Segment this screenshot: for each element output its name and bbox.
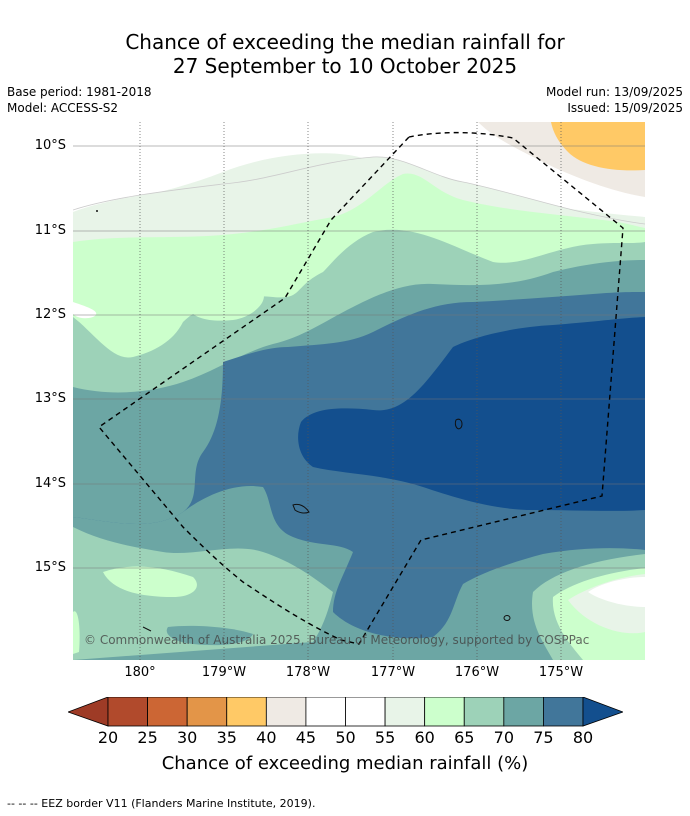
latitude-gridlines	[73, 145, 645, 569]
colorbar-tick-label: 40	[256, 728, 277, 747]
lat-label: 11°S	[34, 223, 66, 238]
base-period-text: Base period: 1981-2018	[7, 85, 152, 99]
colorbar-bin	[265, 697, 307, 727]
region-80-plus	[298, 317, 645, 511]
colorbar-tick-label: 45	[295, 728, 317, 747]
colorbar-tick-label: 20	[97, 728, 119, 747]
colorbar-bin	[424, 697, 465, 727]
island-dot	[96, 210, 98, 212]
colorbar-label: Chance of exceeding median rainfall (%)	[161, 753, 529, 774]
region-60-65-patch	[188, 286, 264, 321]
meta-left: Base period: 1981-2018 Model: ACCESS-S2	[7, 84, 152, 116]
map-title: Chance of exceeding the median rainfall …	[0, 30, 690, 78]
region-70-75-southwest-patch	[166, 625, 253, 646]
colorbar-bin	[384, 697, 426, 727]
colorbar-bin	[305, 697, 346, 727]
contour-line	[73, 156, 645, 225]
colorbar-bin	[543, 697, 584, 727]
lon-label: 178°W	[285, 665, 331, 680]
colorbar-tick-label: 35	[216, 728, 237, 747]
region-45-55-southeast	[588, 577, 645, 607]
colorbar-tick-label: 60	[414, 728, 435, 747]
colorbar-bin	[186, 697, 228, 727]
meta-right: Model run: 13/09/2025 Issued: 15/09/2025	[546, 84, 683, 116]
colorbar-tick-label: 80	[572, 728, 594, 747]
title-line-1: Chance of exceeding the median rainfall …	[125, 30, 565, 54]
region-60-65-southwest	[103, 566, 197, 597]
island-wallis	[454, 418, 463, 430]
colorbar-tick-label: 55	[374, 728, 396, 747]
colorbar-tick-label: 75	[533, 728, 554, 747]
lon-label: 176°W	[454, 665, 500, 680]
colorbar-bin	[503, 697, 544, 727]
lat-label: 13°S	[34, 391, 66, 406]
eez-legend-footer: -- -- -- EEZ border V11 (Flanders Marine…	[7, 797, 316, 810]
title-line-2: 27 September to 10 October 2025	[172, 54, 518, 78]
copyright-text: © Commonwealth of Australia 2025, Bureau…	[84, 633, 590, 647]
colorbar-high-extend	[582, 697, 623, 727]
island-small	[142, 626, 152, 632]
colorbar-tick-label: 50	[335, 728, 356, 747]
colorbar-tick-label: 25	[137, 728, 158, 747]
rainfall-map	[73, 122, 645, 660]
colorbar-bin	[226, 697, 267, 727]
lat-label: 10°S	[34, 138, 66, 153]
colorbar-tick-label: 65	[454, 728, 475, 747]
region-white-left	[73, 302, 97, 319]
model-text: Model: ACCESS-S2	[7, 101, 119, 115]
island-niuafoou	[503, 615, 511, 621]
island-futuna	[292, 503, 310, 514]
lon-label: 177°W	[370, 665, 416, 680]
region-65-70-south	[73, 527, 333, 660]
colorbar-bin	[463, 697, 505, 727]
lat-label: 14°S	[34, 476, 66, 491]
colorbar-bin	[107, 697, 148, 727]
colorbar-bins	[107, 697, 584, 727]
colorbar	[68, 697, 623, 727]
colorbar-tick-label: 30	[176, 728, 198, 747]
colorbar-low-extend	[68, 697, 109, 727]
lat-label: 15°S	[34, 560, 66, 575]
lon-label: 179°W	[201, 665, 247, 680]
region-60-65-edge	[73, 611, 80, 654]
lon-label: 175°W	[538, 665, 584, 680]
lon-label: 180°	[124, 665, 156, 680]
issued-text: Issued: 15/09/2025	[567, 101, 683, 115]
model-run-text: Model run: 13/09/2025	[545, 85, 683, 99]
colorbar-bin	[345, 697, 386, 727]
colorbar-bin	[147, 697, 188, 727]
lat-label: 12°S	[34, 307, 66, 322]
colorbar-tick-label: 70	[493, 728, 514, 747]
